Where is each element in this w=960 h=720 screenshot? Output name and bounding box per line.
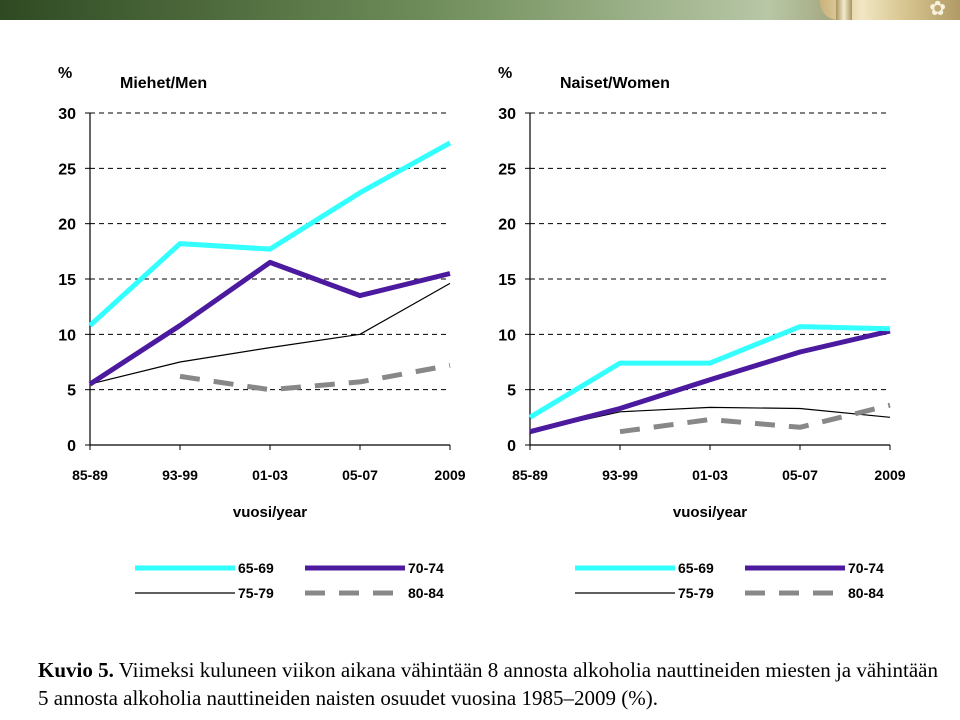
legend-label-80-84: 80-84: [848, 585, 884, 601]
series-line-65-69: [88, 140, 452, 328]
x-axis-label: vuosi/year: [673, 504, 747, 521]
flower-icon: ✿: [929, 0, 946, 20]
x-tick-label: 93-99: [602, 467, 638, 483]
y-tick-label: 5: [507, 383, 516, 400]
y-tick-label: 15: [498, 272, 516, 289]
y-tick-label: 10: [498, 327, 516, 344]
x-tick-label: 01-03: [692, 467, 728, 483]
x-tick-label: 85-89: [512, 467, 548, 483]
chart-panel-1: 0 5 10 15 20 25 30 85-89 93-99 01-03 05-07 2009% Mie…: [58, 65, 466, 601]
y-tick-label: 5: [67, 383, 76, 400]
y-tick-label: 20: [498, 217, 516, 234]
y-tick-label: 30: [498, 106, 516, 123]
y-tick-label: 20: [58, 217, 76, 234]
series-line-65-69: [528, 324, 891, 420]
legend-label-70-74: 70-74: [408, 560, 444, 576]
chart-panel-2: 0 5 10 15 20 25 30 85-89 93-99 01-03 05-07 2009% Nai…: [498, 65, 906, 601]
x-tick-label: 01-03: [252, 467, 288, 483]
unit-label: %: [58, 65, 72, 82]
series-line-80-84: [619, 402, 891, 435]
series-line-70-74: [88, 259, 451, 387]
x-tick-label: 93-99: [162, 467, 198, 483]
x-tick-label: 85-89: [72, 467, 108, 483]
y-tick-label: 10: [58, 327, 76, 344]
unit-label: %: [498, 65, 512, 82]
header-pillar-decoration: [836, 0, 852, 20]
caption-label: Kuvio 5.: [38, 658, 114, 682]
legend-label-75-79: 75-79: [678, 585, 714, 601]
y-tick-label: 0: [67, 438, 76, 455]
chart-title: Miehet/Men: [120, 75, 207, 92]
chart-title: Naiset/Women: [560, 75, 670, 92]
legend-label-65-69: 65-69: [238, 560, 274, 576]
charts-area: 0 5 10 15 20 25 30 85-89 93-99 01-03 05-07 2009% Mie…: [58, 65, 906, 601]
legend-label-80-84: 80-84: [408, 585, 444, 601]
legend-label-70-74: 70-74: [848, 560, 884, 576]
y-tick-label: 25: [498, 161, 516, 178]
x-tick-label: 05-07: [782, 467, 818, 483]
x-axis-label: vuosi/year: [233, 504, 307, 521]
x-tick-label: 05-07: [342, 467, 378, 483]
series-line-75-79: [89, 282, 451, 385]
y-tick-label: 15: [58, 272, 76, 289]
figure-caption: Kuvio 5. Viimeksi kuluneen viikon aikana…: [38, 656, 948, 712]
legend-label-75-79: 75-79: [238, 585, 274, 601]
y-tick-label: 30: [58, 106, 76, 123]
x-tick-label: 2009: [434, 467, 465, 483]
y-tick-label: 25: [58, 161, 76, 178]
slide-header-bar: ✿: [0, 0, 960, 20]
series-line-80-84: [179, 362, 451, 393]
header-ornament: ✿: [820, 0, 960, 20]
caption-text: Viimeksi kuluneen viikon aikana vähintää…: [38, 658, 938, 710]
legend-label-65-69: 65-69: [678, 560, 714, 576]
x-tick-label: 2009: [874, 467, 905, 483]
y-tick-label: 0: [507, 438, 516, 455]
